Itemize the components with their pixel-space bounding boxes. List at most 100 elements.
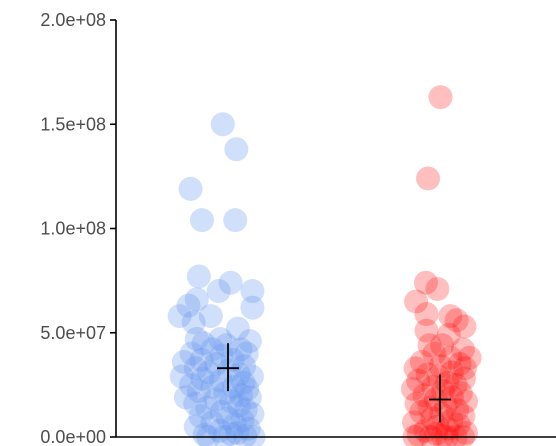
y-tick-label: 1.0e+08: [40, 219, 106, 239]
data-point: [448, 381, 473, 406]
data-point: [183, 414, 208, 439]
data-point: [190, 366, 215, 391]
data-point: [450, 337, 475, 362]
data-point: [430, 423, 455, 446]
data-point: [191, 331, 216, 356]
data-point: [447, 352, 472, 377]
data-point: [203, 387, 228, 412]
data-point: [454, 420, 478, 445]
data-point: [422, 341, 447, 366]
data-point: [209, 399, 234, 424]
data-point: [228, 337, 253, 362]
data-point: [241, 425, 266, 446]
data-point: [239, 364, 264, 389]
data-point: [443, 425, 468, 446]
data-point: [412, 383, 437, 408]
data-point: [214, 333, 239, 358]
data-point: [450, 425, 475, 446]
data-point: [230, 408, 255, 433]
data-point: [457, 345, 482, 370]
data-point: [229, 383, 253, 408]
data-point: [240, 402, 265, 427]
data-point: [181, 310, 206, 335]
data-point: [402, 425, 427, 446]
points-layer: [167, 85, 482, 446]
data-point: [451, 366, 476, 391]
data-point: [234, 341, 259, 366]
data-point: [435, 370, 460, 395]
data-point: [438, 304, 463, 329]
data-point: [173, 385, 198, 410]
data-point: [196, 360, 221, 385]
data-point: [446, 412, 471, 437]
data-point: [404, 391, 429, 416]
data-point: [426, 364, 451, 389]
data-point: [232, 354, 257, 379]
data-point: [434, 425, 459, 446]
data-point: [171, 349, 196, 374]
data-point: [237, 385, 262, 410]
data-point: [198, 304, 223, 329]
data-point: [190, 208, 214, 233]
data-point: [414, 318, 439, 343]
data-point: [429, 402, 454, 427]
data-point: [200, 410, 225, 435]
data-point: [417, 395, 442, 420]
data-point: [406, 368, 431, 393]
data-point: [219, 421, 244, 446]
data-point: [195, 395, 220, 420]
data-point: [184, 327, 209, 352]
data-point: [176, 293, 201, 318]
data-point: [439, 408, 464, 433]
data-point: [403, 356, 428, 381]
data-point: [416, 166, 441, 191]
data-point: [186, 379, 211, 404]
data-point: [414, 301, 439, 326]
data-point: [218, 270, 243, 295]
data-point: [200, 337, 225, 362]
data-point: [206, 279, 231, 304]
data-point: [236, 416, 261, 441]
data-point: [443, 372, 468, 397]
data-point: [179, 341, 204, 366]
data-point: [217, 358, 242, 383]
data-point: [226, 393, 251, 418]
data-point: [225, 316, 250, 341]
y-tick-label: 0.0e+00: [40, 427, 106, 446]
data-point: [188, 404, 213, 429]
data-point: [223, 208, 248, 233]
data-point: [189, 347, 214, 372]
data-point: [192, 422, 217, 446]
data-point: [439, 360, 464, 385]
data-point: [231, 370, 256, 395]
data-point: [219, 389, 244, 414]
data-point: [179, 372, 204, 397]
data-point: [451, 404, 476, 429]
data-point: [233, 423, 258, 446]
data-point: [169, 364, 194, 389]
data-point: [406, 422, 431, 446]
data-point: [445, 397, 470, 422]
data-point: [444, 308, 469, 333]
data-point: [424, 421, 449, 446]
data-point: [415, 362, 440, 387]
data-point: [439, 385, 464, 410]
data-point: [213, 381, 238, 406]
data-point: [413, 270, 438, 295]
data-point: [418, 425, 443, 446]
data-point: [208, 327, 233, 352]
data-point: [235, 377, 260, 402]
data-point: [428, 354, 453, 379]
data-point: [409, 399, 434, 424]
data-point: [183, 391, 208, 416]
data-point: [222, 412, 247, 437]
summary-layer: [217, 343, 451, 423]
data-point: [435, 416, 460, 441]
data-point: [220, 347, 245, 372]
y-axis-ticks: 0.0e+00 5.0e+07 1.0e+08 1.5e+08 2.0e+08: [40, 10, 116, 446]
data-point: [425, 414, 450, 439]
data-point: [430, 333, 455, 358]
data-point: [452, 356, 477, 381]
data-point: [436, 322, 461, 347]
